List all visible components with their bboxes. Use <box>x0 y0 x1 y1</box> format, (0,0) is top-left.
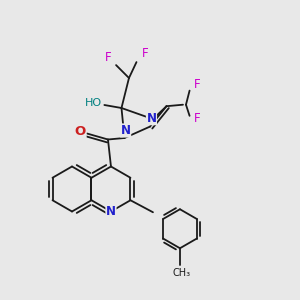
Text: N: N <box>121 124 131 137</box>
Text: CH₃: CH₃ <box>172 268 190 278</box>
Text: F: F <box>105 51 111 64</box>
Text: HO: HO <box>85 98 102 108</box>
Text: N: N <box>146 112 157 125</box>
Text: F: F <box>194 112 201 125</box>
Text: N: N <box>106 205 116 218</box>
Text: O: O <box>75 124 86 138</box>
Text: F: F <box>194 78 201 91</box>
Text: F: F <box>142 47 148 61</box>
